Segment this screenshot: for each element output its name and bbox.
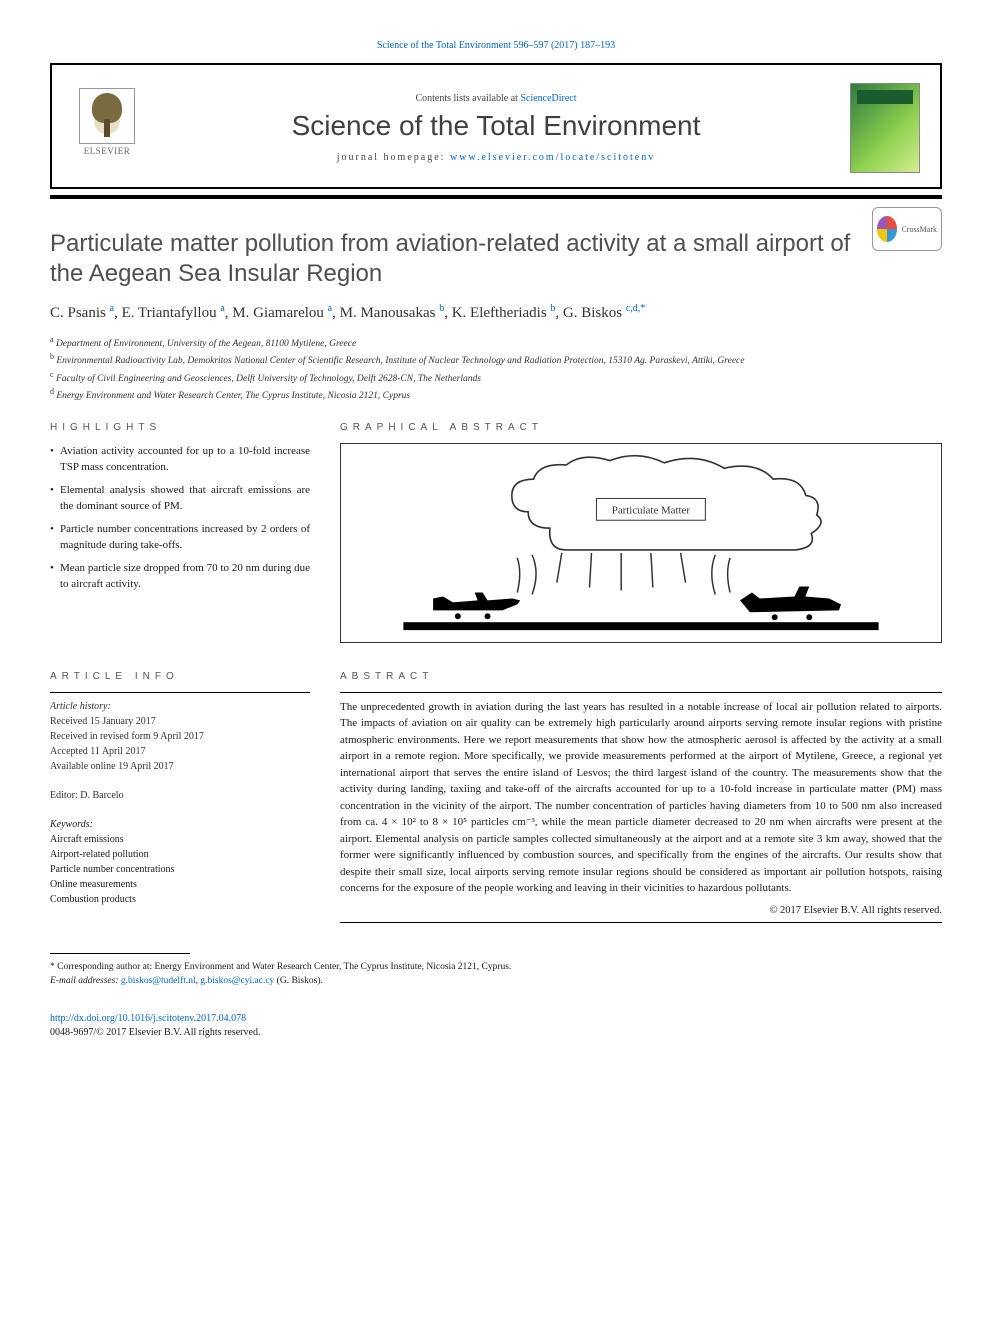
crossmark-label: CrossMark [901, 225, 937, 234]
graphical-abstract-figure: Particulate Matter [340, 443, 942, 643]
journal-header: ELSEVIER Contents lists available at Sci… [50, 63, 942, 189]
publisher-name: ELSEVIER [84, 146, 131, 156]
abstract-label: ABSTRACT [340, 671, 942, 682]
keyword-item: Particle number concentrations [50, 862, 310, 877]
highlight-item: Aviation activity accounted for up to a … [50, 443, 310, 476]
contents-prefix: Contents lists available at [415, 93, 520, 104]
highlights-label: HIGHLIGHTS [50, 422, 310, 433]
contents-line: Contents lists available at ScienceDirec… [142, 93, 850, 104]
footnote-separator [50, 953, 190, 954]
graphical-abstract-svg: Particulate Matter [341, 444, 941, 642]
email-label: E-mail addresses: [50, 976, 119, 986]
elsevier-logo: ELSEVIER [72, 88, 142, 168]
article-history-label: Article history: [50, 699, 310, 714]
top-citation: Science of the Total Environment 596–597… [50, 40, 942, 51]
corresponding-label: * Corresponding author at: Energy Enviro… [50, 960, 942, 974]
affiliations: a Department of Environment, University … [50, 334, 942, 404]
keywords-label: Keywords: [50, 817, 310, 832]
keyword-item: Online measurements [50, 877, 310, 892]
homepage-prefix: journal homepage: [337, 152, 450, 163]
journal-name: Science of the Total Environment [142, 110, 850, 142]
email-link-2[interactable]: g.biskos@cyi.ac.cy [200, 976, 274, 986]
keyword-item: Combustion products [50, 892, 310, 907]
highlight-item: Elemental analysis showed that aircraft … [50, 482, 310, 515]
homepage-line: journal homepage: www.elsevier.com/locat… [142, 152, 850, 163]
graphical-abstract-label: GRAPHICAL ABSTRACT [340, 422, 942, 433]
article-title: Particulate matter pollution from aviati… [50, 229, 942, 289]
header-divider [50, 195, 942, 199]
highlight-item: Mean particle size dropped from 70 to 20… [50, 560, 310, 593]
email-link-1[interactable]: g.biskos@tudelft.nl [121, 976, 196, 986]
keywords-block: Keywords: Aircraft emissionsAirport-rela… [50, 817, 310, 907]
abstract-text: The unprecedented growth in aviation dur… [340, 699, 942, 897]
history-line: Available online 19 April 2017 [50, 759, 310, 774]
elsevier-tree-icon [79, 88, 135, 144]
crossmark-badge[interactable]: CrossMark [872, 207, 942, 251]
issn-line: 0048-9697/© 2017 Elsevier B.V. All right… [50, 1027, 260, 1038]
highlights-list: Aviation activity accounted for up to a … [50, 443, 310, 593]
copyright-line: © 2017 Elsevier B.V. All rights reserved… [340, 905, 942, 916]
highlight-item: Particle number concentrations increased… [50, 521, 310, 554]
sciencedirect-link[interactable]: ScienceDirect [520, 93, 576, 104]
article-history: Article history: Received 15 January 201… [50, 699, 310, 774]
authors-line: C. Psanis a, E. Triantafyllou a, M. Giam… [50, 303, 942, 322]
keyword-item: Airport-related pollution [50, 847, 310, 862]
doi-link[interactable]: http://dx.doi.org/10.1016/j.scitotenv.20… [50, 1013, 246, 1024]
history-line: Received 15 January 2017 [50, 714, 310, 729]
journal-cover-thumbnail [850, 83, 920, 173]
email-suffix: (G. Biskos). [277, 976, 323, 986]
corresponding-author-note: * Corresponding author at: Energy Enviro… [50, 960, 942, 989]
homepage-link[interactable]: www.elsevier.com/locate/scitotenv [450, 152, 655, 163]
editor-line: Editor: D. Barcelo [50, 788, 310, 803]
bottom-info: http://dx.doi.org/10.1016/j.scitotenv.20… [50, 1012, 942, 1040]
history-line: Received in revised form 9 April 2017 [50, 729, 310, 744]
crossmark-icon [877, 216, 897, 242]
svg-text:Particulate Matter: Particulate Matter [612, 504, 691, 516]
article-info-label: ARTICLE INFO [50, 671, 310, 682]
history-line: Accepted 11 April 2017 [50, 744, 310, 759]
keyword-item: Aircraft emissions [50, 832, 310, 847]
